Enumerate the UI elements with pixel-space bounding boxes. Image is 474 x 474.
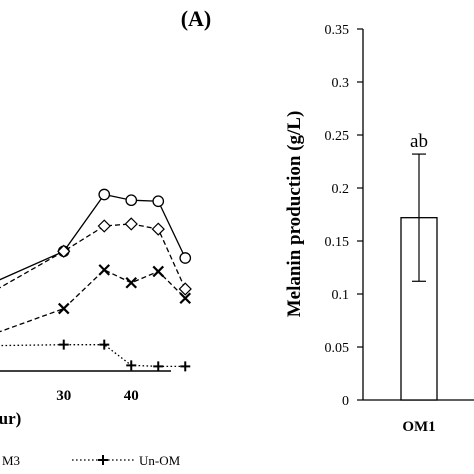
data-point-x xyxy=(57,302,70,315)
data-point-plus xyxy=(180,361,191,372)
data-point-circle xyxy=(179,252,192,264)
series-line-circle xyxy=(0,193,186,281)
data-point-diamond xyxy=(124,217,138,231)
x-tick-label: 30 xyxy=(56,388,71,404)
data-point-x xyxy=(98,264,111,276)
y-tick-label: 0.1 xyxy=(332,288,350,303)
legend-item-x: M3 xyxy=(2,453,20,468)
panel-b-bar-chart: 0 0.05 0.1 0.15 0.2 0.25 0.3 0.35 ab OM1 Melanin… xyxy=(284,23,474,435)
data-point-diamond xyxy=(178,282,192,296)
legend-item-plus: Un-OM xyxy=(72,453,181,468)
bar-layer: ab OM1 xyxy=(400,131,438,435)
legend: M3 Un-OM xyxy=(2,453,181,468)
y-tick-label: 0.05 xyxy=(325,341,350,356)
series-line-x xyxy=(0,269,186,333)
series-diamond xyxy=(0,217,192,296)
x-tick-layer: 30 40 xyxy=(56,388,139,404)
data-point-circle xyxy=(125,194,138,207)
data-point-x xyxy=(179,292,192,305)
series-circle xyxy=(0,188,192,281)
data-point-plus xyxy=(126,360,137,371)
data-point-plus xyxy=(99,339,110,350)
y-tick-label: 0 xyxy=(342,394,349,409)
error-bar xyxy=(412,153,426,282)
panel-label: (A) xyxy=(181,6,212,31)
legend-label: Un-OM xyxy=(139,453,181,468)
series-x xyxy=(0,264,192,333)
data-point-plus xyxy=(58,339,69,350)
legend-label: M3 xyxy=(2,453,20,468)
panel-a-line-chart: (A) 30 40 ur) M3 Un-OM xyxy=(0,6,211,468)
x-tick-label: 40 xyxy=(124,388,139,404)
bar-annotation: ab xyxy=(410,131,428,152)
data-point-circle xyxy=(98,188,111,201)
y-tick-label: 0.35 xyxy=(325,23,350,38)
y-tick-label: 0.3 xyxy=(332,76,350,91)
data-point-diamond xyxy=(151,222,165,236)
y-tick-label: 0.2 xyxy=(332,182,350,197)
data-point-diamond xyxy=(97,219,111,233)
data-point-plus xyxy=(153,361,164,372)
legend-marker-plus xyxy=(98,455,108,465)
data-point-x xyxy=(125,276,138,289)
series-plus xyxy=(0,339,191,372)
data-point-circle xyxy=(152,195,165,208)
y-tick-layer: 0 0.05 0.1 0.15 0.2 0.25 0.3 0.35 xyxy=(325,23,363,409)
bar-om1 xyxy=(400,217,438,401)
data-point-diamond xyxy=(57,244,71,258)
x-axis-label-fragment: ur) xyxy=(0,409,21,428)
data-point-x xyxy=(152,265,165,278)
y-tick-label: 0.25 xyxy=(325,129,350,144)
series-layer xyxy=(0,188,192,372)
x-category-label: OM1 xyxy=(402,419,435,435)
y-tick-label: 0.15 xyxy=(325,235,350,250)
series-line-diamond xyxy=(0,223,186,290)
y-axis-label: Melanin production (g/L) xyxy=(284,111,305,318)
